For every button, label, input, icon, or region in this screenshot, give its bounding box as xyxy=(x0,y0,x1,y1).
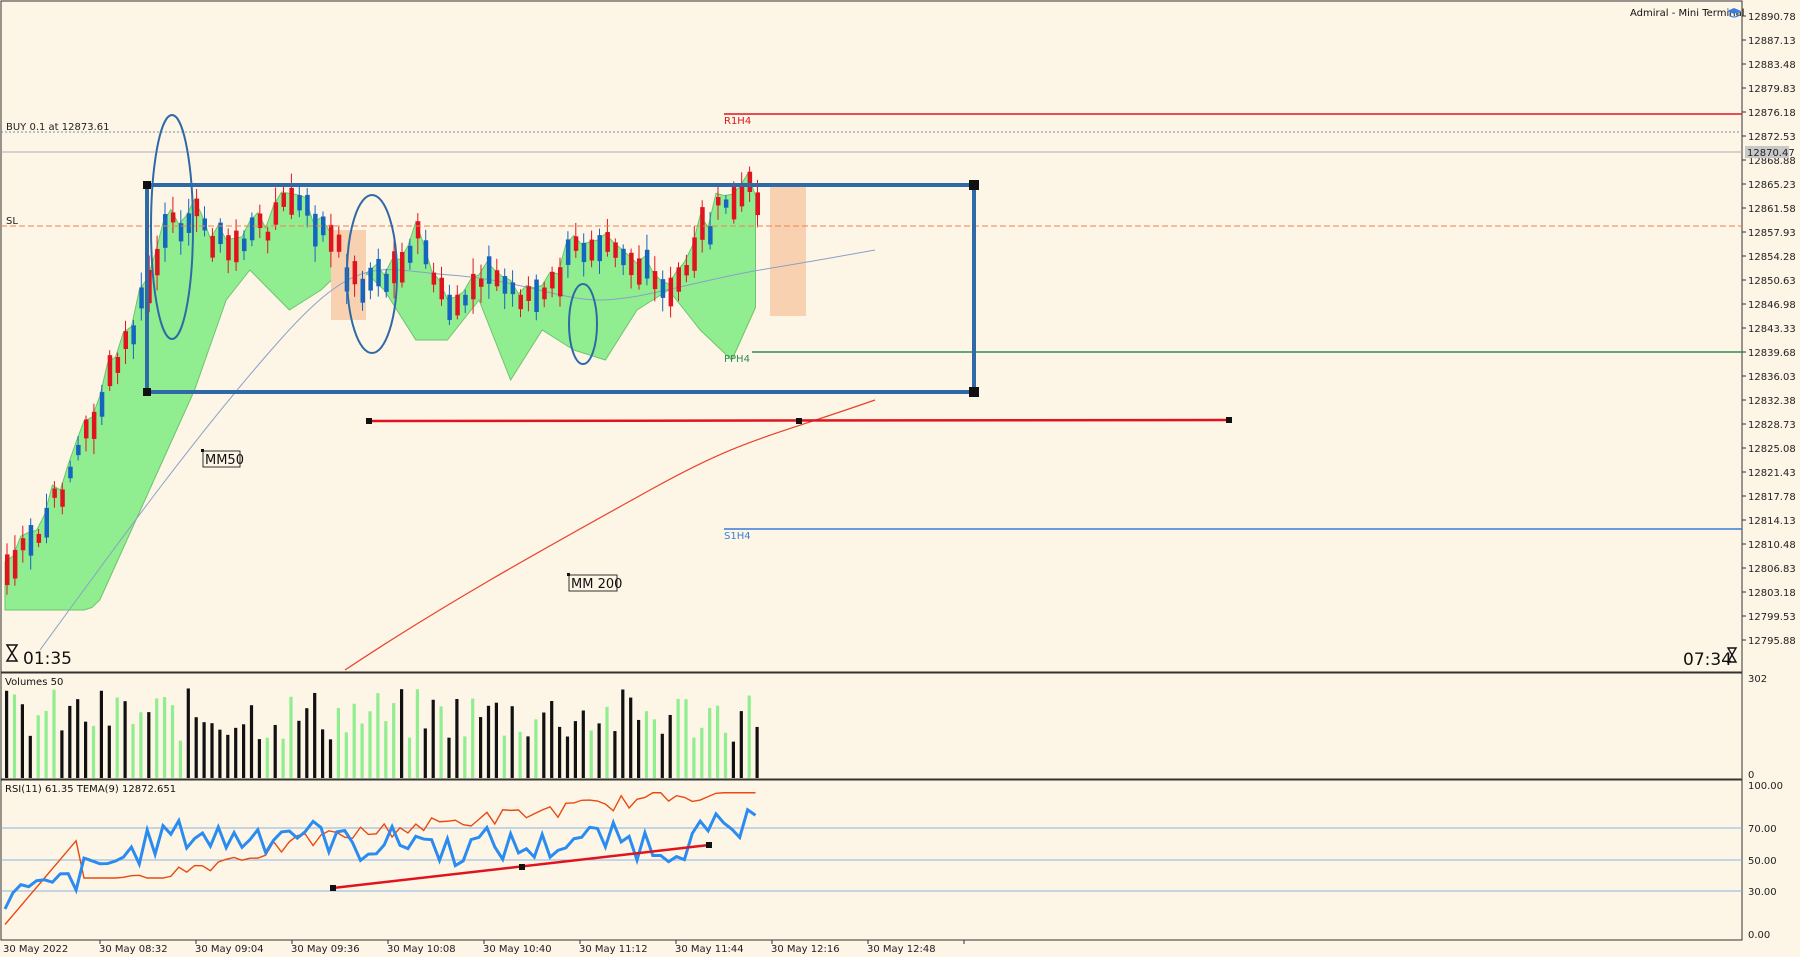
moving-averages xyxy=(39,249,876,671)
price-tick: 12861.58 xyxy=(1748,204,1796,215)
hourglass-icon xyxy=(1726,647,1738,663)
volume-title: Volumes 50 xyxy=(5,677,63,688)
price-tick: 12883.48 xyxy=(1748,60,1796,71)
price-panel[interactable]: BUY 0.1 at 12873.61 SL R1H4 PPH4 S1H4 MM… xyxy=(0,0,1744,673)
price-tick: 12814.13 xyxy=(1748,516,1796,527)
highlight-ellipse[interactable] xyxy=(150,114,194,340)
time-tick: 30 May 09:04 xyxy=(195,944,264,955)
ma50-label[interactable]: MM50 xyxy=(201,449,244,468)
highlight-ellipse[interactable] xyxy=(568,283,598,365)
time-tick: 30 May 09:36 xyxy=(291,944,360,955)
support-line-handle[interactable] xyxy=(1226,417,1232,423)
rsi-tick: 100.00 xyxy=(1748,781,1783,792)
svg-text:MM 200: MM 200 xyxy=(571,577,622,592)
rsi-panel[interactable]: RSI(11) 61.35 TEMA(9) 12872.651 100.00 7… xyxy=(0,779,1783,941)
range-box[interactable] xyxy=(145,183,976,394)
range-box-handle[interactable] xyxy=(969,387,979,397)
time-tick: 30 May 2022 xyxy=(3,944,68,955)
price-tick: 12887.13 xyxy=(1748,36,1796,47)
price-tick: 12810.48 xyxy=(1748,540,1796,551)
sl-label: SL xyxy=(6,216,18,227)
price-tick: 12865.23 xyxy=(1748,180,1796,191)
volume-bars xyxy=(5,688,759,778)
price-tick: 12836.03 xyxy=(1748,372,1796,383)
rsi-trendline-handle[interactable] xyxy=(330,885,336,891)
price-tick: 12890.78 xyxy=(1748,12,1796,23)
ma200-label[interactable]: MM 200 xyxy=(567,573,622,592)
volume-min: 0 xyxy=(1748,770,1754,781)
time-tick: 30 May 08:32 xyxy=(99,944,168,955)
price-tick: 12828.73 xyxy=(1748,420,1796,431)
time-axis[interactable]: 30 May 2022 30 May 08:32 30 May 09:04 30 Ma… xyxy=(3,940,965,955)
time-tick: 30 May 10:08 xyxy=(387,944,456,955)
rsi-trendline-handle[interactable] xyxy=(706,842,712,848)
price-tick: 12868.88 xyxy=(1748,156,1796,167)
price-tick: 12832.38 xyxy=(1748,396,1796,407)
price-tick: 12850.63 xyxy=(1748,276,1796,287)
price-tick: 12817.78 xyxy=(1748,492,1796,503)
range-box-handle[interactable] xyxy=(143,181,151,189)
price-tick: 12879.83 xyxy=(1748,84,1796,95)
price-tick: 12876.18 xyxy=(1748,108,1796,119)
range-box-handle[interactable] xyxy=(143,388,151,396)
rsi-tick: 0.00 xyxy=(1748,930,1770,941)
rsi-tick: 50.00 xyxy=(1748,856,1777,867)
current-price-text: 12870.47 xyxy=(1747,148,1795,159)
candles xyxy=(5,166,760,595)
timer-left: 01:35 xyxy=(23,649,72,669)
pp-label: PPH4 xyxy=(724,354,750,365)
price-tick: 12795.88 xyxy=(1748,636,1796,647)
rsi-title: RSI(11) 61.35 TEMA(9) 12872.651 xyxy=(5,784,176,795)
price-tick: 12806.83 xyxy=(1748,564,1796,575)
price-tick: 12799.53 xyxy=(1748,612,1796,623)
time-tick: 30 May 11:12 xyxy=(579,944,648,955)
volume-panel[interactable]: Volumes 50 302 0 xyxy=(0,672,1767,781)
r1-label: R1H4 xyxy=(724,116,751,127)
price-tick: 12854.28 xyxy=(1748,252,1796,263)
price-tick: 12839.68 xyxy=(1748,348,1796,359)
time-tick: 30 May 12:16 xyxy=(771,944,840,955)
support-line-handle[interactable] xyxy=(366,418,372,424)
timer-right: 07:34 xyxy=(1683,650,1732,670)
rsi-tick: 30.00 xyxy=(1748,887,1777,898)
support-line-handle[interactable] xyxy=(796,418,802,424)
time-tick: 30 May 12:48 xyxy=(867,944,936,955)
price-tick: 12857.93 xyxy=(1748,228,1796,239)
ichimoku-cloud xyxy=(4,172,806,611)
price-tick: 12843.33 xyxy=(1748,324,1796,335)
buy-label: BUY 0.1 at 12873.61 xyxy=(6,122,110,133)
terminal-label[interactable]: Admiral - Mini Terminal xyxy=(1630,8,1744,19)
graduation-cap-icon[interactable] xyxy=(1727,8,1741,18)
rsi-trendline-handle[interactable] xyxy=(519,864,525,870)
highlight-ellipse[interactable] xyxy=(346,194,398,354)
rsi-lines xyxy=(3,792,757,925)
svg-text:MM50: MM50 xyxy=(205,453,244,468)
time-tick: 30 May 11:44 xyxy=(675,944,744,955)
volume-max: 302 xyxy=(1748,674,1767,685)
rsi-tick: 70.00 xyxy=(1748,824,1777,835)
price-axis[interactable]: 12890.78 12887.13 12883.48 12879.83 12876.18… xyxy=(1742,12,1796,647)
range-box-handle[interactable] xyxy=(969,180,979,190)
hourglass-icon xyxy=(5,644,19,662)
time-tick: 30 May 10:40 xyxy=(483,944,552,955)
price-tick: 12825.08 xyxy=(1748,444,1796,455)
price-tick: 12872.53 xyxy=(1748,132,1796,143)
price-tick: 12821.43 xyxy=(1748,468,1796,479)
s1-label: S1H4 xyxy=(724,531,751,542)
current-price-marker xyxy=(1745,146,1789,158)
price-tick: 12846.98 xyxy=(1748,300,1796,311)
price-tick: 12803.18 xyxy=(1748,588,1796,599)
